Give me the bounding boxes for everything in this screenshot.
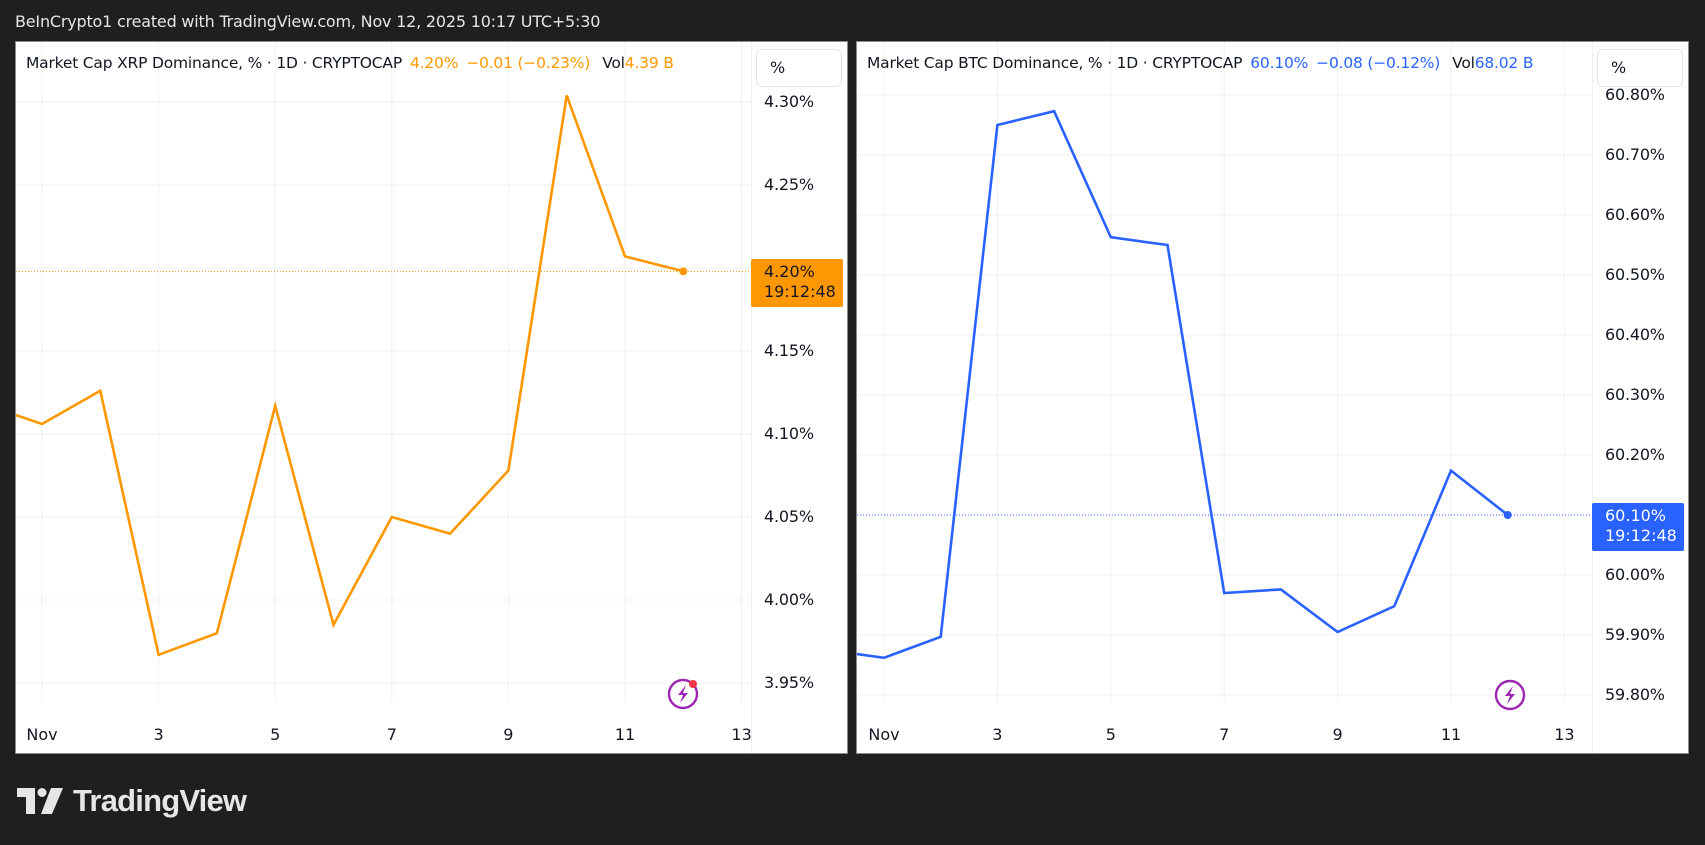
x-tick-label: 7 [1219,725,1230,744]
last-value: 60.10% [1250,54,1309,72]
tradingview-logo-icon [17,788,63,814]
price-line [16,94,684,657]
percent-scale-button[interactable]: % [756,49,842,87]
volume-value: 68.02 B [1474,54,1534,72]
x-tick-label: 11 [614,725,636,744]
btc-dominance-chart-panel[interactable]: Market Cap BTC Dominance, % · 1D · CRYPT… [856,41,1689,754]
y-tick-label: 3.95% [764,673,814,692]
x-tick-label: 3 [992,725,1003,744]
last-price-tag: 4.20% 19:12:48 [751,259,843,307]
chart-legend: Market Cap BTC Dominance, % · 1D · CRYPT… [867,52,1533,74]
volume-value: 4.39 B [624,54,674,72]
x-tick-label: 13 [1554,725,1575,744]
tradingview-logo[interactable]: TradingView [17,783,247,819]
y-tick-label: 4.25% [764,175,814,194]
y-tick-label: 60.20% [1605,445,1665,464]
y-tick-label: 60.40% [1605,325,1665,344]
x-tick-label: 11 [1440,725,1462,744]
x-tick-label: Nov [26,725,58,744]
y-tick-label: 60.50% [1605,265,1665,284]
last-point-marker [679,267,688,276]
y-tick-label: 4.10% [764,424,814,443]
btc-chart-canvas[interactable] [857,42,1689,754]
x-tick-label: 5 [270,725,281,744]
y-tick-label: 60.70% [1605,145,1665,164]
volume-label: Vol [1452,54,1475,72]
price-line [857,109,1509,660]
xrp-dominance-chart-panel[interactable]: Market Cap XRP Dominance, % · 1D · CRYPT… [15,41,848,754]
x-tick-label: 9 [1332,725,1343,744]
last-price: 4.20% [764,262,815,281]
y-tick-label: 60.80% [1605,85,1665,104]
last-price: 60.10% [1605,506,1667,525]
symbol-title[interactable]: Market Cap BTC Dominance, % · 1D · CRYPT… [867,54,1243,72]
tradingview-wordmark: TradingView [73,783,247,818]
lightning-icon[interactable] [667,676,701,710]
y-tick-label: 60.00% [1605,565,1665,584]
x-tick-label: Nov [868,725,900,744]
y-tick-label: 4.15% [764,341,814,360]
y-tick-label: 60.60% [1605,205,1665,224]
xrp-chart-canvas[interactable] [16,42,848,754]
y-tick-label: 4.30% [764,92,814,111]
bar-countdown: 19:12:48 [1605,526,1677,545]
x-tick-label: 5 [1105,725,1116,744]
chart-legend: Market Cap XRP Dominance, % · 1D · CRYPT… [26,52,674,74]
attribution-header: BeInCrypto1 created with TradingView.com… [15,12,601,31]
y-tick-label: 60.30% [1605,385,1665,404]
x-tick-label: 13 [731,725,752,744]
y-tick-label: 59.90% [1605,625,1665,644]
volume-label: Vol [602,54,625,72]
y-tick-label: 4.00% [764,590,814,609]
change-value: −0.08 (−0.12%) [1316,54,1441,72]
last-value: 4.20% [409,54,459,72]
y-tick-label: 59.80% [1605,685,1665,704]
y-tick-label: 4.05% [764,507,814,526]
symbol-title[interactable]: Market Cap XRP Dominance, % · 1D · CRYPT… [26,54,402,72]
last-point-marker [1503,511,1512,519]
bar-countdown: 19:12:48 [764,282,836,301]
x-tick-label: 3 [153,725,164,744]
lightning-icon[interactable] [1493,678,1527,712]
change-value: −0.01 (−0.23%) [466,54,591,72]
x-tick-label: 9 [503,725,514,744]
percent-scale-button[interactable]: % [1597,49,1683,87]
x-tick-label: 7 [386,725,397,744]
last-price-tag: 60.10% 19:12:48 [1592,503,1684,551]
